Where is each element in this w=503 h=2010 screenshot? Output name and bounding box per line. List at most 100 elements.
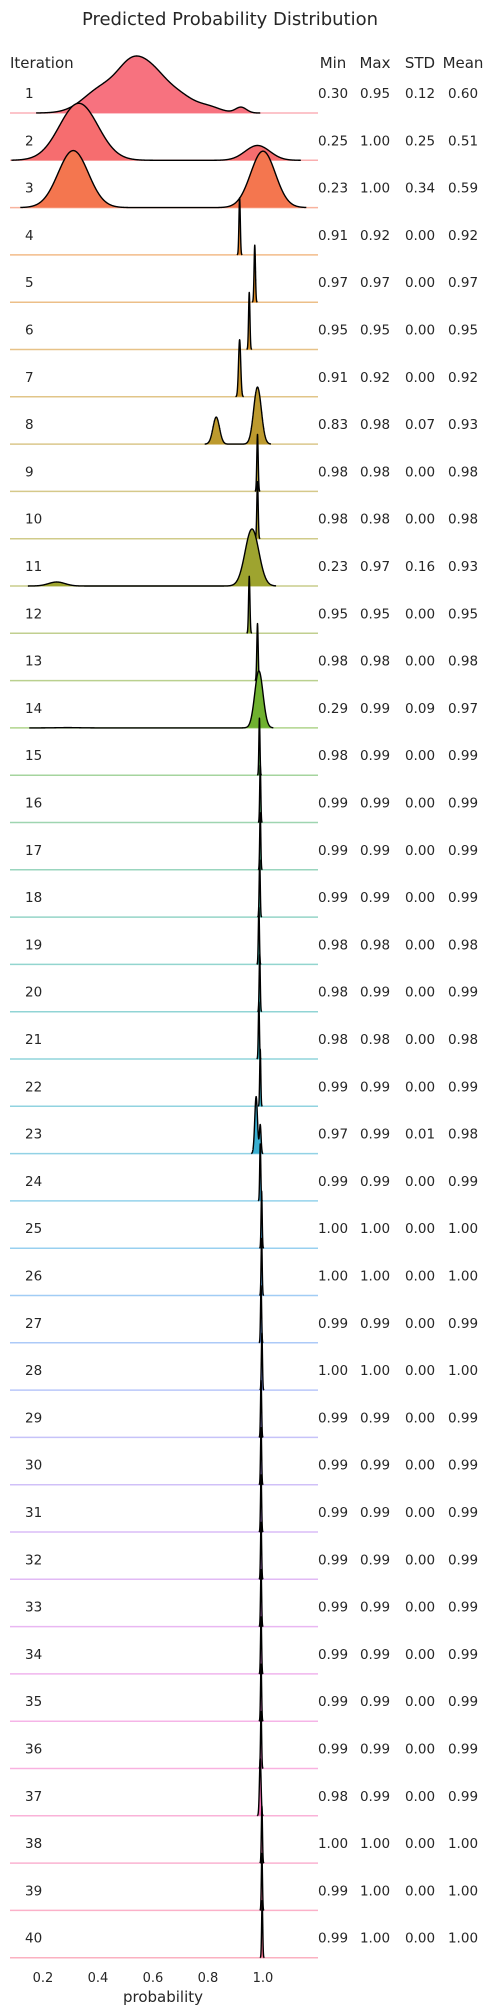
stat-max: 1.00 [360,1269,390,1285]
ridge-fill [235,339,244,397]
ridge-outline [27,528,277,587]
stat-min: 0.25 [318,133,348,149]
stat-max: 0.99 [360,701,390,717]
stat-max: 0.99 [360,1079,390,1095]
stat-max: 0.99 [360,985,390,1001]
iteration-label: 3 [25,181,34,197]
ridge-row-40: 40 0.99 1.00 0.00 1.00 [10,1900,478,1959]
ridge-row-22: 22 0.99 0.99 0.00 0.99 [10,1048,478,1108]
ridge-row-19: 19 0.98 0.98 0.00 0.98 [10,906,478,966]
iteration-label: 19 [25,937,42,953]
stat-max: 0.99 [360,1694,390,1710]
iteration-label: 35 [25,1694,42,1710]
stat-mean: 1.00 [448,1836,478,1852]
ridge-row-32: 32 0.99 0.99 0.00 0.99 [10,1521,478,1581]
stat-max: 1.00 [360,1931,390,1947]
ridge-row-28: 28 1.00 1.00 0.00 1.00 [10,1332,478,1391]
stat-max: 1.00 [360,1363,390,1379]
stat-std: 0.00 [405,228,435,244]
stat-max: 0.99 [360,890,390,906]
ridge-row-16: 16 0.99 0.99 0.00 0.99 [10,764,478,824]
ridge-fill [246,292,252,350]
stat-std: 0.00 [405,796,435,812]
iteration-label: 20 [25,985,42,1001]
ridge-row-3: 3 0.23 1.00 0.34 0.59 [10,149,478,209]
stat-mean: 0.99 [448,890,478,906]
stat-min: 0.91 [318,370,348,386]
stat-max: 0.92 [360,228,390,244]
iteration-label: 24 [25,1174,42,1190]
stat-max: 0.99 [360,1600,390,1616]
stat-max: 0.99 [360,796,390,812]
stat-std: 0.00 [405,370,435,386]
stat-min: 0.99 [318,1316,348,1332]
ridge-row-18: 18 0.99 0.99 0.00 0.99 [10,859,478,918]
iteration-label: 23 [25,1127,42,1143]
ridge-row-13: 13 0.98 0.98 0.00 0.98 [10,622,478,682]
ridge-fill [255,623,260,681]
stat-max: 0.97 [360,275,390,291]
stat-max: 0.99 [360,1316,390,1332]
stat-mean: 0.99 [448,843,478,859]
ridge-fill [11,103,301,161]
stat-min: 0.99 [318,1647,348,1663]
ridge-row-29: 29 0.99 0.99 0.00 0.99 [10,1379,478,1439]
stat-min: 0.99 [318,1742,348,1758]
stat-mean: 0.59 [448,181,478,197]
stat-max: 0.98 [360,654,390,670]
chart-title: Predicted Probability Distribution [82,9,378,30]
stat-mean: 0.93 [448,417,478,433]
stat-mean: 0.98 [448,654,478,670]
stat-max: 0.92 [360,370,390,386]
stat-max: 0.99 [360,1174,390,1190]
ridge-fill [257,1758,264,1816]
iteration-label: 22 [25,1079,42,1095]
ridge-outline [250,1095,264,1155]
stat-max: 0.99 [360,1552,390,1568]
ridge-outline [254,481,261,540]
stat-max: 0.99 [360,1505,390,1521]
ridge-outline [259,1805,265,1864]
stat-mean: 0.97 [448,701,478,717]
stat-max: 0.99 [360,748,390,764]
stat-max: 0.99 [360,1127,390,1143]
ridge-row-34: 34 0.99 0.99 0.00 0.99 [10,1616,478,1675]
iteration-label: 34 [25,1647,42,1663]
ridge-outline [10,102,302,161]
stat-min: 0.91 [318,228,348,244]
ridge-outline [258,1521,264,1580]
stat-min: 0.30 [318,86,348,102]
iteration-label: 16 [25,796,42,812]
stat-std: 0.00 [405,606,435,622]
ridge-row-4: 4 0.91 0.92 0.00 0.92 [10,197,478,256]
iteration-label: 14 [25,701,42,717]
stat-std: 0.00 [405,1836,435,1852]
iteration-label: 15 [25,748,42,764]
stat-max: 0.98 [360,937,390,953]
stat-mean: 1.00 [448,1883,478,1899]
stat-min: 0.99 [318,1079,348,1095]
stat-mean: 0.97 [448,275,478,291]
ridge-row-37: 37 0.98 0.99 0.00 0.99 [10,1758,478,1817]
ridge-row-6: 6 0.95 0.95 0.00 0.95 [10,291,478,351]
ridge-row-17: 17 0.99 0.99 0.00 0.99 [10,812,478,871]
stat-mean: 0.99 [448,1600,478,1616]
ridge-outline [204,386,272,445]
stat-std: 0.00 [405,1316,435,1332]
stat-min: 0.99 [318,1458,348,1474]
ridge-row-33: 33 0.99 0.99 0.00 0.99 [10,1568,478,1628]
stat-mean: 0.99 [448,1174,478,1190]
stat-std: 0.00 [405,1647,435,1663]
stat-max: 0.95 [360,606,390,622]
stat-std: 0.00 [405,1600,435,1616]
iteration-label: 33 [25,1600,42,1616]
iteration-label: 9 [25,464,34,480]
stat-header-min: Min [320,54,347,72]
stat-min: 1.00 [318,1269,348,1285]
stat-mean: 1.00 [448,1931,478,1947]
stat-min: 0.97 [318,1127,348,1143]
stat-mean: 0.99 [448,1789,478,1805]
stat-mean: 0.99 [448,985,478,1001]
ridge-row-36: 36 0.99 0.99 0.00 0.99 [10,1710,478,1770]
